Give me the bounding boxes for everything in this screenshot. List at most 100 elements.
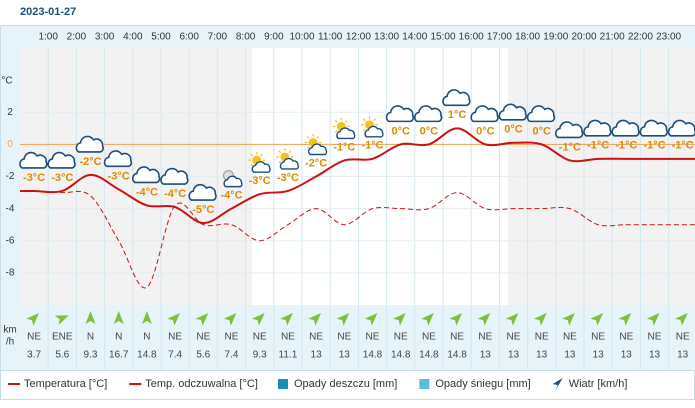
wind-arrow: [113, 311, 124, 324]
wind-direction: NE: [366, 332, 380, 343]
hour-band: [1, 26, 695, 48]
sun-ray: [260, 153, 264, 157]
weather-icon: [470, 105, 499, 123]
wind-direction: NE: [337, 332, 351, 343]
hour-label: 16:00: [459, 32, 484, 43]
weather-icon: [361, 116, 384, 138]
wind-direction: NE: [478, 332, 492, 343]
temperature-label: -1°C: [333, 141, 355, 153]
wind-direction: NE: [225, 332, 239, 343]
wind-direction: N: [87, 332, 94, 343]
temperature-line: [20, 127, 695, 225]
y-tick-label: -8: [6, 268, 15, 279]
wind-speed: 7.4: [168, 350, 182, 361]
hour-label: 15:00: [430, 32, 455, 43]
cloud: [442, 89, 471, 107]
wind-speed: 13: [536, 350, 548, 361]
weather-icon: [47, 151, 76, 169]
wind-speed: 5.6: [55, 350, 69, 361]
wind-arrow: [167, 313, 181, 326]
wind-speed: 13: [339, 350, 351, 361]
wind-speed: 9.3: [84, 350, 98, 361]
left-band: [1, 26, 20, 370]
hour-label: 23:00: [656, 32, 681, 43]
wind-arrow: [364, 313, 378, 326]
wind-direction: NE: [422, 332, 436, 343]
weather-icon: [188, 183, 217, 201]
weather-icon: [555, 121, 584, 139]
temperature-label: -3°C: [249, 175, 271, 187]
y-axis-label: °C: [1, 76, 12, 87]
wind-arrow: [26, 313, 40, 326]
cloud: [19, 151, 48, 169]
temperature-label: -1°C: [615, 140, 637, 152]
weather-icon: [276, 148, 299, 170]
wind-direction: NE: [507, 332, 521, 343]
cloud: [611, 119, 640, 137]
y-tick-label: -6: [6, 235, 15, 246]
cloud: [279, 157, 299, 170]
hour-label: 11:00: [318, 32, 343, 43]
wind-speed: 9.3: [253, 350, 267, 361]
wind-direction: NE: [309, 332, 323, 343]
legend-label: Temperatura [°C]: [24, 378, 107, 390]
legend-wind-icon: [552, 378, 563, 390]
temperature-label: -4°C: [136, 186, 158, 198]
weather-icon: [611, 119, 640, 137]
wind-speed: 14.8: [419, 350, 439, 361]
wind-arrow: [392, 313, 406, 326]
wind-unit: km: [3, 325, 16, 336]
feels-like-line: [19, 190, 695, 289]
cloud: [555, 121, 584, 139]
wind-arrow: [336, 313, 350, 326]
wind-direction: N: [115, 332, 122, 343]
weather-icon: [639, 119, 668, 137]
temperature-label: -1°C: [587, 140, 609, 152]
wind-direction: NE: [563, 332, 577, 343]
cloud: [75, 135, 104, 153]
wind-arrow: [505, 313, 519, 326]
sun-ray: [278, 150, 282, 154]
temperature-label: 0°C: [420, 125, 439, 137]
wind-arrow: [590, 313, 604, 326]
hour-label: 10:00: [289, 32, 314, 43]
sun-ray: [306, 146, 310, 149]
cloud: [132, 166, 161, 184]
weather-icon: [19, 151, 48, 169]
hour-label: 13:00: [374, 32, 399, 43]
weather-icon: [498, 103, 527, 121]
temperature-label: -1°C: [643, 140, 665, 152]
weather-icon: [667, 119, 695, 137]
wind-speed: 13: [508, 350, 520, 361]
hour-label: 4:00: [123, 32, 143, 43]
hour-label: 8:00: [236, 32, 256, 43]
wind-direction: NE: [648, 332, 662, 343]
weather-icon: [583, 119, 612, 137]
legend-swatch: [278, 379, 288, 389]
hour-label: 20:00: [571, 32, 596, 43]
y-tick-label: 0: [7, 139, 13, 150]
wind-speed: 5.6: [196, 350, 210, 361]
wind-arrow: [85, 311, 96, 324]
sun-ray: [363, 118, 366, 122]
wind-arrow: [141, 311, 152, 324]
cloud: [498, 103, 527, 121]
weather-icon: [132, 166, 161, 184]
cloud: [583, 119, 612, 137]
temperature-label: -2°C: [79, 156, 101, 168]
temperature-label: -3°C: [108, 170, 130, 182]
wind-arrow: [477, 313, 491, 326]
wind-direction: NE: [591, 332, 605, 343]
wind-direction: NE: [619, 332, 633, 343]
hour-label: 6:00: [179, 32, 199, 43]
hour-label: 9:00: [264, 32, 284, 43]
weather-icon: [160, 167, 189, 185]
wind-speed: 11.1: [279, 350, 298, 361]
wind-arrow: [54, 315, 69, 325]
wind-arrow: [308, 313, 322, 326]
wind-arrow: [280, 313, 293, 326]
cloud: [251, 161, 271, 173]
wind-direction: NE: [394, 332, 408, 343]
sun-ray: [334, 130, 338, 133]
cloud: [385, 105, 415, 123]
